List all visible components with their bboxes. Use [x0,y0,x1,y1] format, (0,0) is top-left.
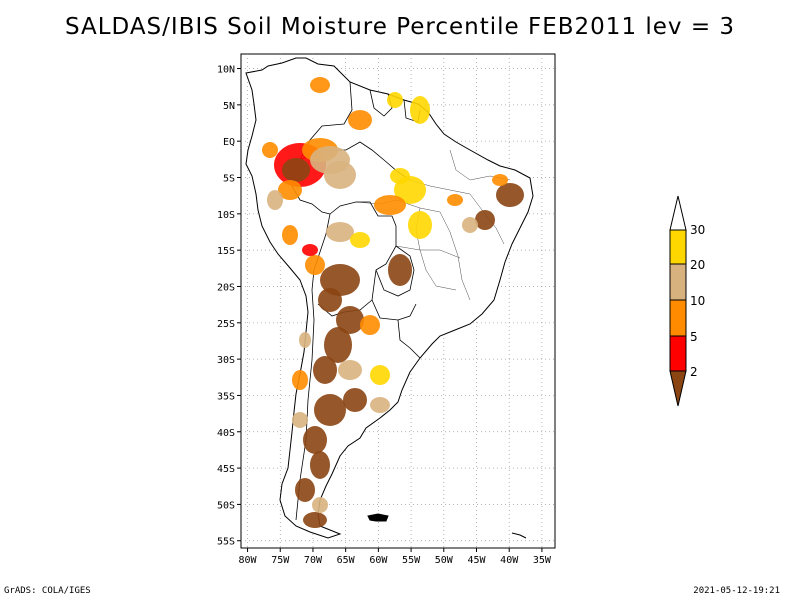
lat-tick-label: 30S [217,355,235,366]
legend-colorbar: 30 20 10 5 2 [669,195,705,407]
field-patch [303,426,327,454]
lon-tick-label: 55W [402,555,421,566]
lat-tick-label: 45S [217,464,235,475]
legend-label-30: 30 [690,223,705,237]
lon-tick-label: 65W [337,555,356,566]
field-patch [312,497,328,513]
field-patch [318,288,342,312]
lon-tick-label: 80W [239,555,258,566]
field-patch [410,96,430,124]
field-patch [374,195,406,215]
legend-swatch-above-30 [669,195,687,231]
field-patch [282,158,310,182]
lat-tick-label: 25S [217,319,235,330]
lat-tick-label: 10N [217,65,235,76]
soil-moisture-field [262,77,524,528]
field-patch [324,327,352,363]
field-patch [348,110,372,130]
field-patch [278,180,302,200]
field-patch [302,244,318,256]
axis-ticks: 10N 5N EQ 5S 10S 15S 20S 25S 30S 35S 40S 45S 50S 55S 8… [217,65,552,566]
lon-tick-label: 60W [369,555,388,566]
legend-swatch-20-30 [669,229,687,265]
field-patch [370,397,390,413]
field-patch [447,194,463,206]
south-georgia [511,532,527,539]
lat-tick-label: 20S [217,282,235,293]
field-patch [350,232,370,248]
field-patch [326,222,354,242]
field-patch [310,77,330,93]
field-patch [305,255,325,275]
lat-tick-label: 10S [217,210,235,221]
legend-label-2: 2 [690,365,698,379]
field-patch [390,168,410,184]
legend-label-10: 10 [690,294,705,308]
field-patch [492,174,508,186]
field-patch [496,183,524,207]
lat-tick-label: 5S [223,174,235,185]
field-patch [313,356,337,384]
lat-tick-label: EQ [223,137,235,148]
field-patch [475,210,495,230]
field-patch [314,394,346,426]
lat-tick-label: 35S [217,391,235,402]
field-patch [343,388,367,412]
field-patch [295,478,315,502]
field-patch [282,225,298,245]
lat-tick-label: 5N [223,101,235,112]
lon-tick-label: 40W [500,555,519,566]
field-patch [303,512,327,528]
field-patch [262,142,278,158]
lon-tick-label: 45W [467,555,486,566]
legend-label-5: 5 [690,330,698,344]
legend-swatch-10-20 [669,263,687,301]
lat-tick-label: 55S [217,537,235,548]
field-patch [292,370,308,390]
lon-tick-label: 35W [533,555,552,566]
footer-timestamp: 2021-05-12-19:21 [693,586,780,596]
lat-tick-label: 40S [217,428,235,439]
field-patch [324,161,356,189]
field-patch [292,412,308,428]
lat-tick-label: 15S [217,246,235,257]
legend-swatch-2-5 [669,335,687,372]
field-patch [336,306,364,334]
lat-tick-label: 50S [217,500,235,511]
field-patch [310,451,330,479]
falkland-islands [367,513,389,522]
footer-credit: GrADS: COLA/IGES [4,586,91,596]
lon-tick-label: 70W [304,555,323,566]
legend-swatch-below-2 [669,370,687,407]
map-title: SALDAS/IBIS Soil Moisture Percentile FEB… [64,14,736,40]
field-patch [462,217,478,233]
field-patch [360,315,380,335]
field-patch [267,190,283,210]
field-patch [388,254,412,286]
field-patch [338,360,362,380]
field-patch [408,211,432,239]
legend-swatch-5-10 [669,299,687,337]
field-patch [387,92,403,108]
lon-tick-label: 75W [271,555,290,566]
lon-tick-label: 50W [435,555,454,566]
legend-label-20: 20 [690,258,705,272]
field-patch [370,365,390,385]
field-patch [299,332,311,348]
